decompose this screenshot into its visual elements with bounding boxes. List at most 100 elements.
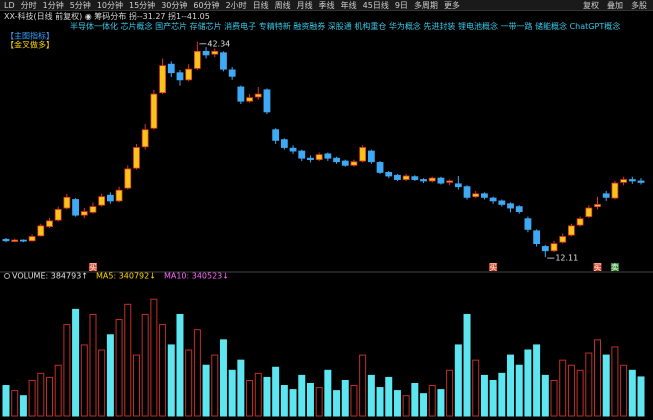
volume-bar <box>176 313 184 417</box>
volume-bar <box>533 344 541 417</box>
volume-bar <box>628 369 636 417</box>
volume-bar <box>489 379 497 417</box>
volume-bar <box>402 395 410 417</box>
period-tab[interactable]: 日线 <box>252 0 269 10</box>
toolbar-button[interactable]: 复权 <box>583 0 599 10</box>
candle-body <box>533 230 541 245</box>
candle-body <box>437 177 445 184</box>
period-tab[interactable]: 60分钟 <box>193 0 220 10</box>
period-tab[interactable]: 30分钟 <box>161 0 188 10</box>
volume-bar <box>159 324 167 417</box>
candle-body <box>106 194 114 202</box>
period-tab[interactable]: 多周期 <box>413 0 438 10</box>
candle-body <box>263 89 271 113</box>
volume-bar <box>437 389 445 417</box>
volume-bar <box>524 349 532 417</box>
candle-body <box>498 200 506 205</box>
candle-body <box>524 218 532 230</box>
volume-bar <box>106 334 114 417</box>
toolbar-button[interactable]: 多股 <box>631 0 647 10</box>
period-tab[interactable]: 季线 <box>318 0 335 10</box>
candle-body <box>254 93 262 98</box>
signal-box <box>88 263 97 271</box>
period-tab[interactable]: 10分钟 <box>96 0 123 10</box>
legend-dot <box>4 273 10 279</box>
candle-body <box>324 153 332 159</box>
period-tab[interactable]: LD <box>4 0 15 10</box>
low-price-label: 12.11 <box>555 254 578 263</box>
candle-body <box>428 177 436 182</box>
candle-body <box>307 157 314 161</box>
volume-bar <box>124 303 132 417</box>
period-tab[interactable]: 更多 <box>443 0 460 10</box>
volume-bar <box>567 364 575 417</box>
candle-body <box>19 239 27 242</box>
volume-bar <box>594 339 602 417</box>
candle-body <box>333 157 340 163</box>
volume-bar <box>115 319 123 417</box>
candle-body <box>550 243 558 252</box>
candle-body <box>489 197 497 202</box>
volume-bar <box>211 354 219 417</box>
toolbar-right: 复权 叠加 多股 <box>583 0 653 10</box>
volume-bar <box>246 379 254 417</box>
volume-bar <box>263 376 271 417</box>
period-tab[interactable]: 周线 <box>274 0 291 10</box>
volume-bar <box>385 376 393 417</box>
candle-body <box>185 68 193 81</box>
volume-bar <box>228 369 236 417</box>
candle-body <box>628 179 636 182</box>
volume-bar <box>272 366 280 417</box>
volume-bar <box>515 364 523 417</box>
period-tab[interactable]: 年线 <box>340 0 357 10</box>
period-tab[interactable]: 45日线 <box>362 0 389 10</box>
candle-body <box>594 204 601 208</box>
candle-body <box>289 147 297 152</box>
candle-body <box>541 246 549 252</box>
volume-bar <box>185 349 193 417</box>
period-tab[interactable]: 2小时 <box>225 0 247 10</box>
volume-bar <box>428 385 436 417</box>
candle-body <box>620 179 628 183</box>
signal-box <box>489 263 498 271</box>
volume-bar <box>350 385 358 417</box>
volume-bar <box>602 354 610 417</box>
volume-bar <box>446 369 454 417</box>
candle-body <box>246 97 253 102</box>
candle-body <box>481 193 488 198</box>
period-tab[interactable]: 5分钟 <box>69 0 91 10</box>
volume-bar <box>89 313 97 417</box>
candle-body <box>420 179 427 182</box>
volume-legend: VOLUME: 384793↑ <box>12 272 88 281</box>
candle-body <box>446 180 454 183</box>
volume-bar <box>333 390 341 417</box>
period-tab[interactable]: 分时 <box>20 0 37 10</box>
signal-label: 买 <box>489 263 497 272</box>
signal-box <box>610 263 619 271</box>
period-tab[interactable]: 15分钟 <box>129 0 156 10</box>
volume-bar <box>620 364 628 417</box>
period-toolbar: LD 分时 1分钟 5分钟 10分钟 15分钟 30分钟 60分钟 2小时 日线 周线 月线 季线 年线 4… <box>0 0 653 11</box>
volume-bar <box>315 387 323 417</box>
candle-body <box>133 147 140 169</box>
candle-body <box>37 225 45 237</box>
volume-bar <box>219 339 227 417</box>
candle-body <box>272 129 280 141</box>
volume-legend: MA5: 340792↓ <box>96 272 156 281</box>
candle-body <box>280 139 288 148</box>
volume-bar <box>541 374 549 417</box>
period-tab[interactable]: 1分钟 <box>42 0 64 10</box>
volume-bar <box>132 354 140 417</box>
signal-label: 卖 <box>611 263 619 272</box>
candle-body <box>376 162 384 173</box>
candle-body <box>63 196 71 209</box>
candle-body <box>115 189 123 202</box>
candle-body <box>576 218 584 226</box>
period-tab[interactable]: 月线 <box>296 0 313 10</box>
candle-body <box>298 150 306 159</box>
period-tab[interactable]: 9日 <box>394 0 408 10</box>
volume-bar <box>472 359 480 417</box>
toolbar-button[interactable]: 叠加 <box>607 0 623 10</box>
volume-bar <box>72 308 80 417</box>
